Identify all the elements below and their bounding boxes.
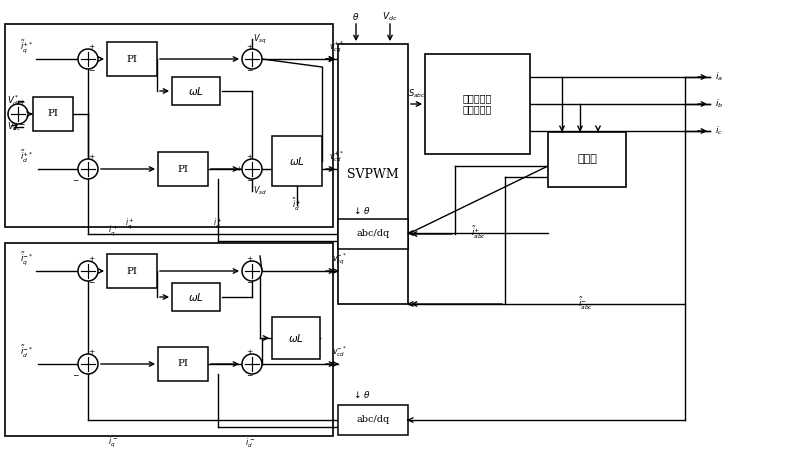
Text: +: +: [246, 43, 252, 51]
Text: $\omega L$: $\omega L$: [188, 85, 204, 97]
Text: $\tilde{i}_{abc}^{-}$: $\tilde{i}_{abc}^{-}$: [578, 296, 593, 312]
FancyBboxPatch shape: [158, 347, 208, 381]
FancyBboxPatch shape: [33, 97, 73, 131]
Text: +: +: [18, 99, 24, 107]
Text: $i_q^-$: $i_q^-$: [108, 436, 118, 450]
Text: −: −: [246, 67, 252, 75]
Text: $V_{dc}^*$: $V_{dc}^*$: [7, 94, 22, 108]
Text: $i_c$: $i_c$: [715, 125, 723, 137]
Text: $V_{dc}$: $V_{dc}$: [382, 11, 398, 23]
FancyBboxPatch shape: [548, 132, 626, 187]
Text: $\tilde{i}_d^+$: $\tilde{i}_d^+$: [292, 197, 302, 213]
Text: $v_{cq}^{+*}$: $v_{cq}^{+*}$: [329, 39, 344, 55]
Text: −: −: [72, 177, 78, 185]
Text: $\tilde{i}_{abc}^{+}$: $\tilde{i}_{abc}^{+}$: [470, 225, 486, 241]
Circle shape: [78, 49, 98, 69]
Text: +: +: [88, 348, 94, 356]
FancyBboxPatch shape: [272, 136, 322, 186]
Text: $\omega L$: $\omega L$: [288, 332, 304, 344]
Circle shape: [78, 261, 98, 281]
Text: −: −: [18, 121, 24, 129]
Text: $V_{dc}$: $V_{dc}$: [7, 121, 22, 133]
Text: $\downarrow\theta$: $\downarrow\theta$: [352, 390, 370, 401]
Text: $v_{cd}^{-*}$: $v_{cd}^{-*}$: [332, 345, 347, 359]
Text: $\tilde{i}_q^{-*}$: $\tilde{i}_q^{-*}$: [20, 251, 34, 268]
Circle shape: [242, 159, 262, 179]
FancyBboxPatch shape: [158, 152, 208, 186]
Text: −: −: [246, 372, 252, 380]
Text: $\theta$: $\theta$: [352, 11, 360, 22]
Text: $V_{sd}$: $V_{sd}$: [253, 185, 267, 197]
Text: PI: PI: [126, 267, 138, 275]
Text: $i_q^+$: $i_q^+$: [108, 224, 118, 238]
Text: $S_{abc}$: $S_{abc}$: [408, 88, 426, 100]
Circle shape: [8, 104, 28, 124]
Text: $\tilde{i}_d^{-*}$: $\tilde{i}_d^{-*}$: [20, 344, 34, 360]
Text: PI: PI: [126, 55, 138, 63]
Text: +: +: [88, 43, 94, 51]
FancyBboxPatch shape: [272, 317, 320, 359]
Text: PI: PI: [178, 359, 189, 369]
Text: +: +: [246, 348, 252, 356]
Circle shape: [78, 159, 98, 179]
FancyBboxPatch shape: [172, 77, 220, 105]
Text: $\omega L$: $\omega L$: [188, 291, 204, 303]
Text: abc/dq: abc/dq: [356, 415, 390, 425]
Text: −: −: [246, 177, 252, 185]
Text: −: −: [88, 279, 94, 287]
FancyBboxPatch shape: [338, 219, 408, 249]
Circle shape: [242, 261, 262, 281]
FancyBboxPatch shape: [425, 54, 530, 154]
Text: abc/dq: abc/dq: [356, 230, 390, 239]
Text: PI: PI: [47, 110, 58, 118]
Text: $v_{cd}^{+*}$: $v_{cd}^{+*}$: [329, 150, 344, 164]
Text: $i_d^-$: $i_d^-$: [245, 436, 255, 450]
Circle shape: [78, 354, 98, 374]
Text: +: +: [88, 153, 94, 161]
Text: −: −: [88, 67, 94, 75]
Text: $\omega L$: $\omega L$: [289, 155, 305, 167]
Text: $i_a$: $i_a$: [715, 71, 723, 83]
FancyBboxPatch shape: [338, 405, 408, 435]
Text: $i_b$: $i_b$: [715, 98, 723, 110]
Text: $i_d^+$: $i_d^+$: [213, 217, 223, 231]
FancyBboxPatch shape: [172, 283, 220, 311]
Text: −: −: [72, 372, 78, 380]
Text: SVPWM: SVPWM: [347, 168, 399, 180]
Text: $v_{cq}^{-*}$: $v_{cq}^{-*}$: [332, 251, 347, 267]
Text: PI: PI: [178, 164, 189, 174]
Text: +: +: [88, 255, 94, 263]
Text: $\downarrow\theta$: $\downarrow\theta$: [352, 206, 370, 217]
Text: −: −: [246, 279, 252, 287]
Text: $\tilde{i}_d^{+*}$: $\tilde{i}_d^{+*}$: [20, 149, 34, 165]
Text: +: +: [246, 255, 252, 263]
FancyBboxPatch shape: [107, 254, 157, 288]
Text: 序分解: 序分解: [577, 155, 597, 164]
FancyBboxPatch shape: [107, 42, 157, 76]
Circle shape: [242, 49, 262, 69]
FancyBboxPatch shape: [338, 44, 408, 304]
Text: $V_{sq}$: $V_{sq}$: [253, 33, 266, 45]
Text: +: +: [246, 153, 252, 161]
Circle shape: [242, 354, 262, 374]
Text: +: +: [235, 165, 241, 173]
Text: $i_q^+$: $i_q^+$: [125, 217, 135, 231]
Text: 三电平静止
同步补偿器: 三电平静止 同步补偿器: [463, 94, 492, 114]
Text: $\tilde{i}_q^{+*}$: $\tilde{i}_q^{+*}$: [20, 39, 34, 56]
